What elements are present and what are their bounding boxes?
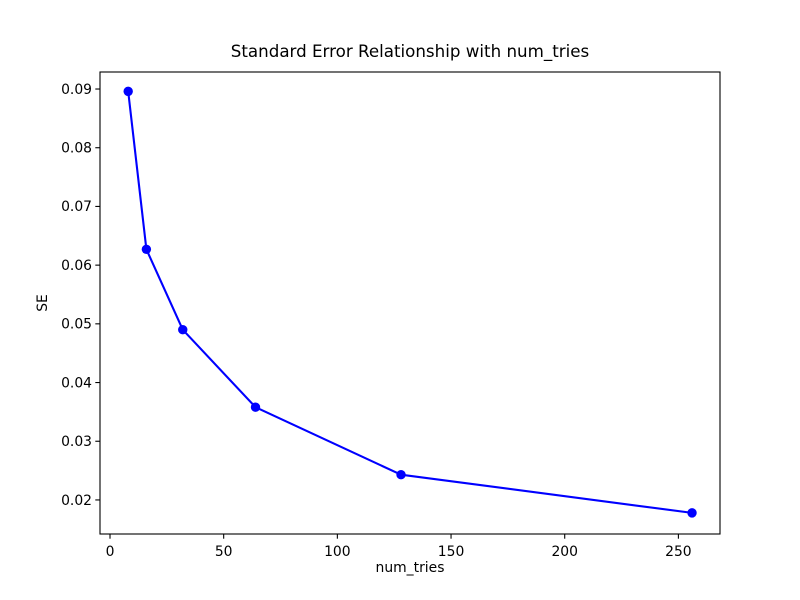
data-point	[687, 508, 697, 518]
data-point	[250, 402, 261, 412]
data-point	[123, 86, 133, 97]
y-tick-label: 0.09	[61, 82, 92, 98]
x-tick-label: 250	[665, 544, 692, 560]
x-axis-label: num_tries	[376, 560, 445, 576]
y-tick-label: 0.03	[61, 434, 92, 450]
data-point	[178, 325, 188, 335]
y-tick-label: 0.07	[61, 199, 92, 215]
y-tick-label: 0.05	[61, 317, 92, 333]
plot-area: 0 50 100 150 200 250 0.02 0.03 0.04 0.05 0.06 0.07 0…	[61, 71, 721, 560]
y-tick-label: 0.02	[61, 493, 92, 509]
x-tick-label: 100	[324, 544, 351, 560]
plot-border	[99, 71, 721, 535]
chart-title: Standard Error Relationship with num_tri…	[231, 41, 589, 62]
series-line	[127, 90, 694, 514]
x-tick-label: 150	[438, 544, 465, 560]
data-point	[396, 470, 406, 480]
data-point	[141, 244, 152, 254]
y-tick-label: 0.08	[61, 141, 92, 157]
x-tick-label: 0	[106, 544, 115, 560]
y-axis-label: SE	[35, 294, 51, 312]
x-tick-label: 200	[551, 544, 578, 560]
y-tick-label: 0.06	[61, 258, 92, 274]
x-tick-label: 50	[215, 544, 233, 560]
y-tick-label: 0.04	[61, 375, 92, 391]
